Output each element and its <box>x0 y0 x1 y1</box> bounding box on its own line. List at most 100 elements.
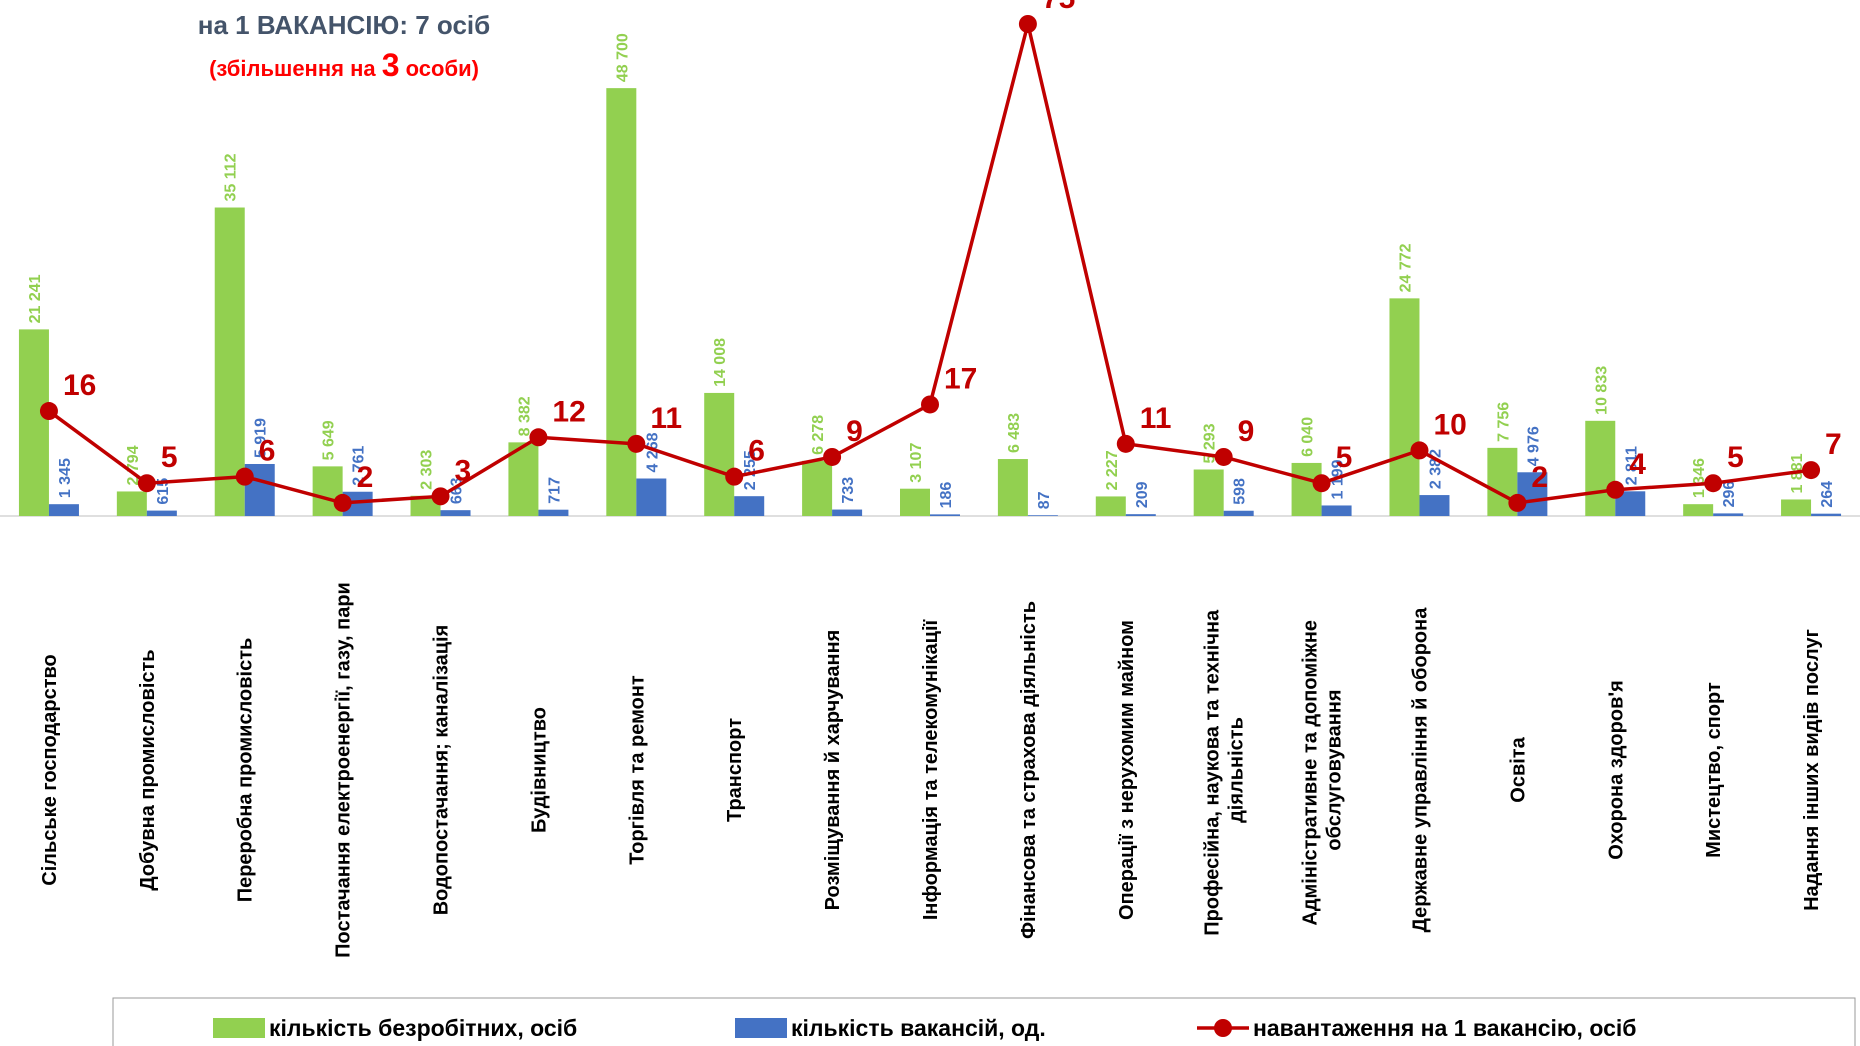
value-label: 733 <box>840 477 857 504</box>
bar <box>734 496 765 516</box>
line-label: 4 <box>1629 448 1646 481</box>
value-label: 21 241 <box>27 274 44 323</box>
value-label: 7 756 <box>1495 402 1512 442</box>
line-label: 17 <box>944 362 977 395</box>
bar <box>606 88 637 516</box>
x-tick-label: Державне управління й оборона <box>1409 607 1431 933</box>
line-label: 16 <box>63 369 96 402</box>
x-tick-label: Охорона здоров'я <box>1605 680 1627 860</box>
x-tick-label: Розміщування й харчування <box>822 630 844 911</box>
legend-label: кількість безробітних, осіб <box>269 1015 577 1041</box>
value-label: 4 976 <box>1525 426 1542 466</box>
bar <box>508 442 539 516</box>
bar <box>802 460 833 516</box>
line-point <box>1312 474 1331 493</box>
value-label: 717 <box>546 477 563 504</box>
bar <box>1713 513 1744 516</box>
line-label: 3 <box>455 454 472 487</box>
line-point <box>333 493 352 512</box>
value-label: 24 772 <box>1397 243 1414 292</box>
bar <box>1193 469 1224 516</box>
bar <box>832 509 863 516</box>
value-label: 1 346 <box>1691 458 1708 498</box>
value-label: 2 227 <box>1104 450 1121 490</box>
subtitle-part: особи) <box>406 56 479 81</box>
value-label: 8 382 <box>516 396 533 436</box>
line-point <box>1410 441 1429 460</box>
x-tick-label: Постачання електроенергії, газу, пари <box>333 582 355 958</box>
line-label: 2 <box>1531 461 1548 494</box>
value-label: 5 649 <box>321 420 338 460</box>
value-label: 6 040 <box>1300 417 1317 457</box>
value-label: 2 303 <box>419 450 436 490</box>
line-label: 9 <box>846 415 863 448</box>
x-tick-label: Мистецтво, спорт <box>1703 682 1725 858</box>
x-tick-label: Добувна промисловість <box>137 649 159 890</box>
legend-swatch <box>735 1018 787 1038</box>
value-label: 6 483 <box>1006 413 1023 453</box>
bar <box>1095 496 1126 516</box>
bar <box>900 488 930 516</box>
line-label: 6 <box>748 435 765 468</box>
line-label: 7 <box>1825 428 1842 461</box>
x-tick-label: Професійна, наукова та технічна діяльніс… <box>1202 604 1248 935</box>
value-label: 3 107 <box>908 443 925 483</box>
bar <box>1419 495 1450 516</box>
value-label: 10 833 <box>1593 366 1610 415</box>
bar <box>1027 515 1058 516</box>
line-label: 5 <box>161 441 178 474</box>
value-label: 615 <box>155 478 172 505</box>
value-label: 2 382 <box>1427 449 1444 489</box>
line-point <box>235 467 254 486</box>
x-tick-label: Інформація та телекомунікації <box>920 619 942 920</box>
chart-title: на 1 ВАКАНСІЮ: 7 осіб <box>198 10 490 40</box>
bar <box>997 459 1028 516</box>
line-label: 9 <box>1238 415 1255 448</box>
line-point <box>921 395 939 414</box>
bar <box>1781 499 1812 516</box>
bar <box>214 207 245 517</box>
bar <box>1321 505 1352 516</box>
value-label: 2 761 <box>351 446 368 486</box>
line-label: 5 <box>1727 441 1744 474</box>
x-tick-label: Будівництво <box>528 707 550 833</box>
line-label: 10 <box>1433 408 1466 441</box>
value-label: 5 919 <box>253 418 270 458</box>
bar <box>1683 504 1714 516</box>
line-point <box>627 434 646 453</box>
bar <box>1585 420 1616 516</box>
x-tick-label: Водопостачання; каналізація <box>431 625 453 916</box>
line-point <box>1606 480 1625 499</box>
line-label: 6 <box>259 435 276 468</box>
value-label: 264 <box>1819 481 1836 508</box>
line-label: 11 <box>1140 402 1172 435</box>
line-point <box>1508 493 1527 512</box>
bar <box>704 392 735 516</box>
line-point <box>823 447 842 466</box>
subtitle-part: (збільшення на <box>209 56 376 81</box>
x-tick-label: Торгівля та ремонт <box>626 675 648 865</box>
value-label: 186 <box>938 482 955 509</box>
line-point <box>725 467 744 486</box>
value-label: 48 700 <box>614 33 631 82</box>
x-tick-label: Освіта <box>1507 736 1529 802</box>
value-label: 209 <box>1134 481 1151 508</box>
bar <box>1125 514 1156 516</box>
bar <box>930 514 960 516</box>
x-tick-label: Операції з нерухомим майном <box>1116 620 1138 920</box>
bar <box>1811 513 1842 516</box>
x-tick-label: Транспорт <box>724 718 746 822</box>
value-label: 6 278 <box>810 415 827 455</box>
line-point <box>1704 474 1723 493</box>
bar <box>18 329 49 516</box>
legend-swatch <box>213 1018 265 1038</box>
line-point <box>1116 434 1135 453</box>
legend-label: кількість вакансій, од. <box>791 1015 1046 1041</box>
line-point <box>1214 447 1233 466</box>
line-point <box>1018 15 1037 33</box>
subtitle-part: 3 <box>382 47 400 83</box>
bar <box>440 510 471 516</box>
legend-swatch <box>1214 1019 1232 1037</box>
